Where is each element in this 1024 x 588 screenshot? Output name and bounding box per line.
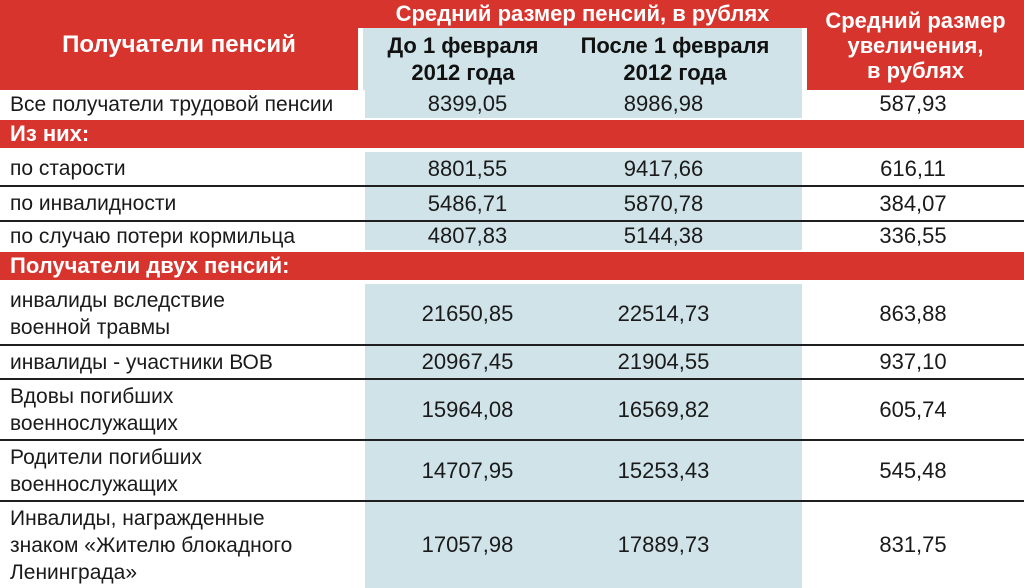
value-before: 4807,83 xyxy=(365,222,570,250)
row-label: Все получатели трудовой пенсии xyxy=(0,90,365,118)
header-recipients-label: Получатели пенсий xyxy=(0,0,358,90)
value-after: 5870,78 xyxy=(570,187,802,220)
value-before: 17057,98 xyxy=(365,502,570,588)
value-after: 8986,98 xyxy=(570,90,802,118)
section-band: Из них: xyxy=(0,120,1024,148)
table-row-all-recipients: Все получатели трудовой пенсии 8399,05 8… xyxy=(0,90,1024,118)
value-increase: 831,75 xyxy=(802,502,1024,588)
row-label: Вдовы погибших военнослужащих xyxy=(0,380,365,439)
header-pension-size-group: Средний размер пенсий, в рублях До 1 фев… xyxy=(358,0,807,90)
row-label: инвалиды - участники ВОВ xyxy=(0,346,365,378)
row-label: по инвалидности xyxy=(0,187,365,220)
value-after: 22514,73 xyxy=(570,284,802,344)
value-after: 5144,38 xyxy=(570,222,802,250)
row-label: Инвалиды, награжденные знаком «Жителю бл… xyxy=(0,502,365,588)
value-after: 21904,55 xyxy=(570,346,802,378)
table-row-leningrad-blockade: Инвалиды, награжденные знаком «Жителю бл… xyxy=(0,500,1024,588)
value-increase: 545,48 xyxy=(802,441,1024,500)
row-label: инвалиды вследствие военной травмы xyxy=(0,284,365,344)
value-increase: 587,93 xyxy=(802,90,1024,118)
section-band: Получатели двух пенсий: xyxy=(0,252,1024,280)
section-header-iz-nih: Из них: xyxy=(0,118,1024,152)
section-header-two-pensions: Получатели двух пенсий: xyxy=(0,250,1024,284)
value-after: 16569,82 xyxy=(570,380,802,439)
header-after-feb-label: После 1 февраля 2012 года xyxy=(580,33,770,85)
table-row-loss-of-breadwinner: по случаю потери кормильца 4807,83 5144,… xyxy=(0,220,1024,250)
value-increase: 336,55 xyxy=(802,222,1024,250)
value-increase: 863,88 xyxy=(802,284,1024,344)
header-increase-label: Средний размер увеличения, в рублях xyxy=(807,0,1024,90)
value-before: 14707,95 xyxy=(365,441,570,500)
value-before: 5486,71 xyxy=(365,187,570,220)
table-header: Получатели пенсий Средний размер пенсий,… xyxy=(0,0,1024,90)
value-after: 17889,73 xyxy=(570,502,802,588)
value-increase: 937,10 xyxy=(802,346,1024,378)
table-row-parents: Родители погибших военнослужащих 14707,9… xyxy=(0,439,1024,500)
value-before: 8801,55 xyxy=(365,152,570,185)
table-row-old-age: по старости 8801,55 9417,66 616,11 xyxy=(0,152,1024,185)
value-after: 15253,43 xyxy=(570,441,802,500)
row-label: Родители погибших военнослужащих xyxy=(0,441,365,500)
value-before: 21650,85 xyxy=(365,284,570,344)
header-before-feb-label: До 1 февраля 2012 года xyxy=(387,33,539,85)
header-subcolumns: До 1 февраля 2012 года После 1 февраля 2… xyxy=(358,28,807,90)
table-row-widows: Вдовы погибших военнослужащих 15964,08 1… xyxy=(0,378,1024,439)
value-increase: 384,07 xyxy=(802,187,1024,220)
table-row-war-trauma-invalids: инвалиды вследствие военной травмы 21650… xyxy=(0,284,1024,344)
value-before: 8399,05 xyxy=(365,90,570,118)
value-increase: 605,74 xyxy=(802,380,1024,439)
value-increase: 616,11 xyxy=(802,152,1024,185)
value-after: 9417,66 xyxy=(570,152,802,185)
value-before: 20967,45 xyxy=(365,346,570,378)
row-label: по старости xyxy=(0,152,365,185)
table-row-disability: по инвалидности 5486,71 5870,78 384,07 xyxy=(0,185,1024,220)
value-before: 15964,08 xyxy=(365,380,570,439)
row-label: по случаю потери кормильца xyxy=(0,222,365,250)
table-row-wwii-veteran-invalids: инвалиды - участники ВОВ 20967,45 21904,… xyxy=(0,344,1024,378)
header-group-title: Средний размер пенсий, в рублях xyxy=(358,0,807,28)
